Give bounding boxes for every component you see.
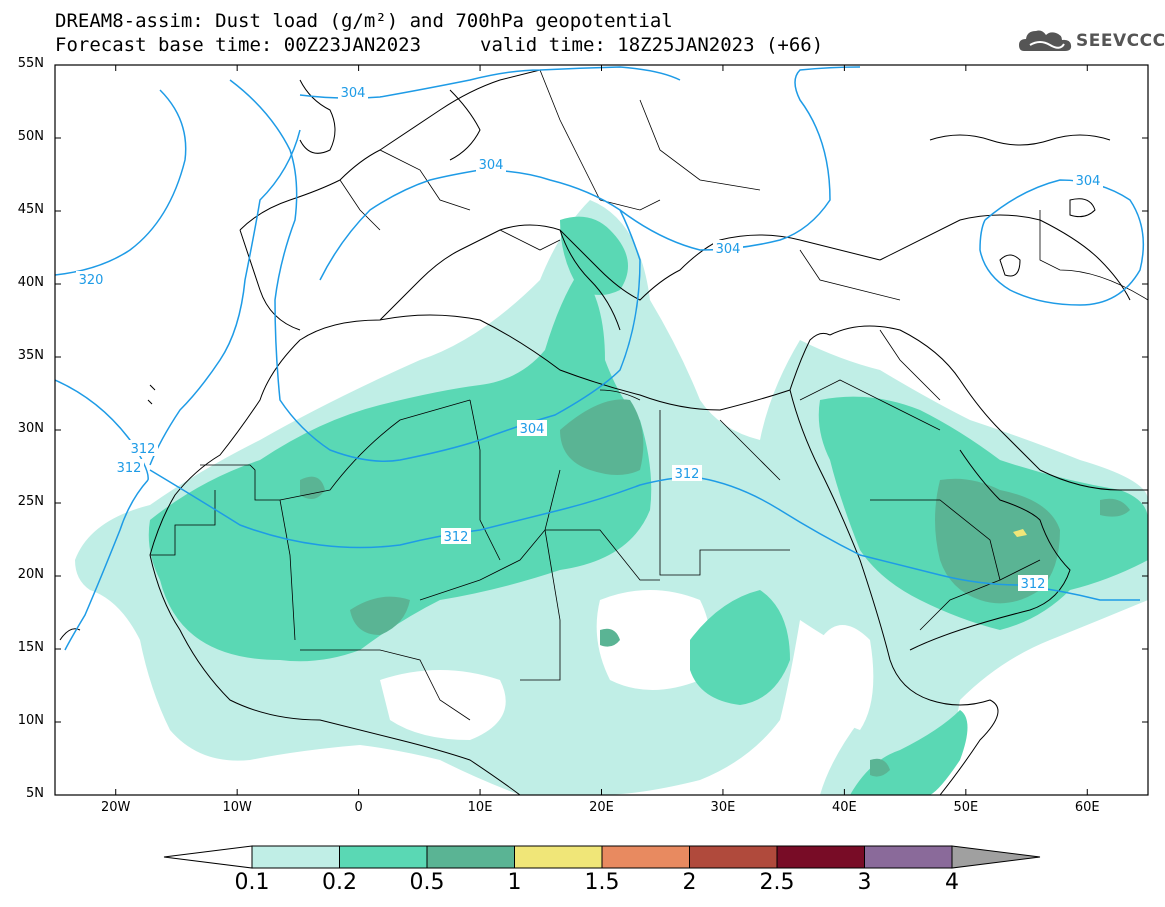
lat-label-45N: 45N — [17, 202, 44, 217]
contour-label-304d-text: 304 — [520, 422, 545, 437]
lon-label-60E: 60E — [1074, 800, 1100, 815]
contour-label-304a-text: 304 — [341, 86, 366, 101]
colorbar-swatch-0.2 — [339, 845, 428, 869]
lon-label-20E: 20E — [589, 800, 614, 815]
forecast-base-time: Forecast base time: 00Z23JAN2023 — [55, 34, 422, 56]
colorbar-label-1: 1 — [507, 870, 522, 895]
contour-label-304a: 304 — [338, 84, 368, 101]
lon-label-30E: 30E — [710, 800, 736, 815]
colorbar-label-2.5: 2.5 — [759, 870, 795, 895]
contour-label-312c-text: 312 — [444, 530, 469, 545]
coastlines — [59, 69, 1148, 795]
lon-label-0: 0 — [354, 800, 363, 815]
colorbar-swatch-2.5 — [776, 845, 865, 869]
contour-label-304b-text: 304 — [479, 158, 504, 173]
lat-label-55N: 55N — [17, 56, 44, 71]
colorbar-upper-arrow — [951, 845, 1041, 869]
lon-label-40E: 40E — [831, 800, 857, 815]
lat-label-10N: 10N — [17, 713, 44, 728]
lon-label-20W: 20W — [101, 800, 131, 815]
colorbar-label-0.2: 0.2 — [322, 870, 357, 895]
dust-fields — [75, 200, 1148, 795]
colorbar-label-2: 2 — [682, 870, 697, 895]
contour-label-304e: 304 — [1073, 172, 1103, 189]
contour-label-304b: 304 — [476, 156, 506, 173]
contour-label-312b: 312 — [114, 459, 144, 476]
contour-label-304e-text: 304 — [1076, 174, 1101, 189]
contour-label-304d: 304 — [517, 420, 547, 437]
dust-level-0.5 — [300, 399, 1130, 777]
country-borders — [150, 69, 1148, 721]
colorbar-label-1.5: 1.5 — [584, 870, 620, 895]
colorbar-lower-arrow — [163, 845, 253, 869]
valid-time: valid time: 18Z25JAN2023 (+66) — [480, 34, 824, 56]
contour-label-312e: 312 — [1018, 575, 1048, 592]
lat-label-20N: 20N — [17, 567, 44, 582]
colorbar-swatch-1.5 — [601, 845, 690, 869]
seevccc-logo: SEEVCCC — [1018, 27, 1165, 55]
cloud-icon — [1019, 30, 1072, 51]
lon-label-10W: 10W — [222, 800, 252, 815]
lat-label-40N: 40N — [17, 275, 44, 290]
contour-label-312d: 312 — [672, 465, 702, 482]
contour-label-312a-text: 312 — [131, 442, 156, 457]
axis-ticks — [55, 64, 1148, 796]
colorbar-label-3: 3 — [857, 870, 872, 895]
lat-label-50N: 50N — [17, 129, 44, 144]
geopotential-contours — [55, 66, 1145, 651]
colorbar-swatch-0.5 — [426, 845, 515, 869]
contour-label-312a: 312 — [128, 440, 158, 457]
contour-label-320: 320 — [76, 271, 106, 288]
lon-label-50E: 50E — [953, 800, 979, 815]
colorbar-label-4: 4 — [945, 870, 959, 895]
colorbar — [163, 845, 1041, 869]
lat-label-15N: 15N — [17, 640, 44, 655]
contour-label-312e-text: 312 — [1021, 577, 1046, 592]
colorbar-label-0.1: 0.1 — [234, 870, 270, 895]
colorbar-swatch-2 — [689, 845, 778, 869]
colorbar-swatch-1 — [514, 845, 603, 869]
lat-label-35N: 35N — [17, 348, 44, 363]
map-title: DREAM8-assim: Dust load (g/m²) and 700hP… — [55, 10, 673, 32]
lat-label-25N: 25N — [17, 494, 44, 509]
contour-label-312d-text: 312 — [675, 467, 700, 482]
colorbar-label-0.5: 0.5 — [409, 870, 445, 895]
contour-label-304c: 304 — [713, 240, 743, 257]
contour-label-312b-text: 312 — [117, 461, 142, 476]
logo-text: SEEVCCC — [1076, 31, 1165, 51]
lat-label-5N: 5N — [26, 786, 44, 801]
contour-label-320-text: 320 — [79, 273, 104, 288]
dust-level-1 — [1013, 529, 1027, 537]
contour-labels: 304 304 304 304 304 312 312 312 — [76, 84, 1103, 592]
lon-label-10E: 10E — [467, 800, 493, 815]
colorbar-swatch-3 — [864, 845, 953, 869]
contour-label-312c: 312 — [441, 528, 471, 545]
contour-label-304c-text: 304 — [716, 242, 741, 257]
colorbar-swatch-0.1 — [251, 845, 340, 869]
lat-label-30N: 30N — [17, 421, 44, 436]
